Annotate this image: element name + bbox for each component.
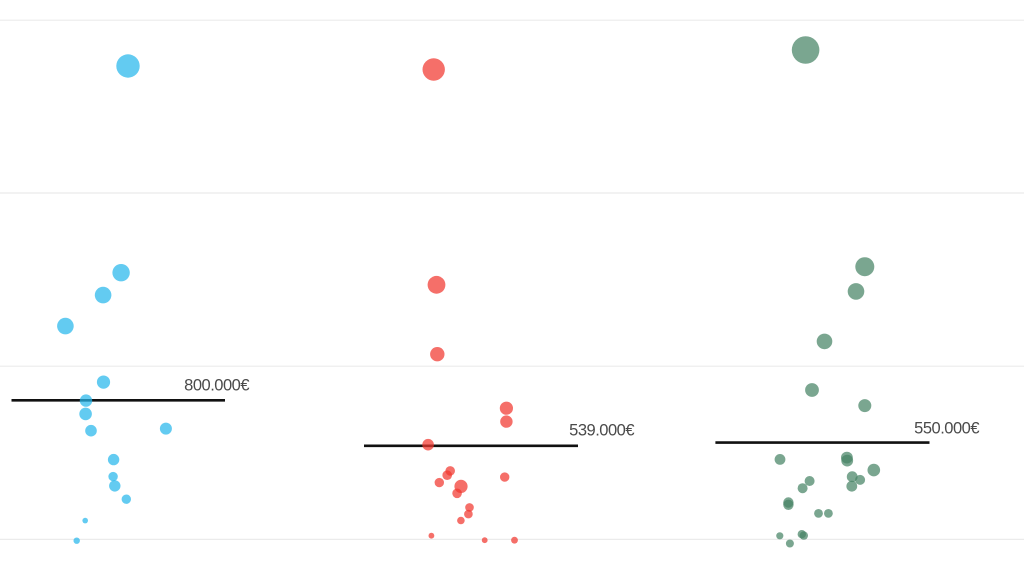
svg-text:539.000€: 539.000€ [569, 422, 634, 440]
svg-text:550.000€: 550.000€ [914, 420, 979, 438]
svg-text:800.000€: 800.000€ [184, 377, 249, 395]
